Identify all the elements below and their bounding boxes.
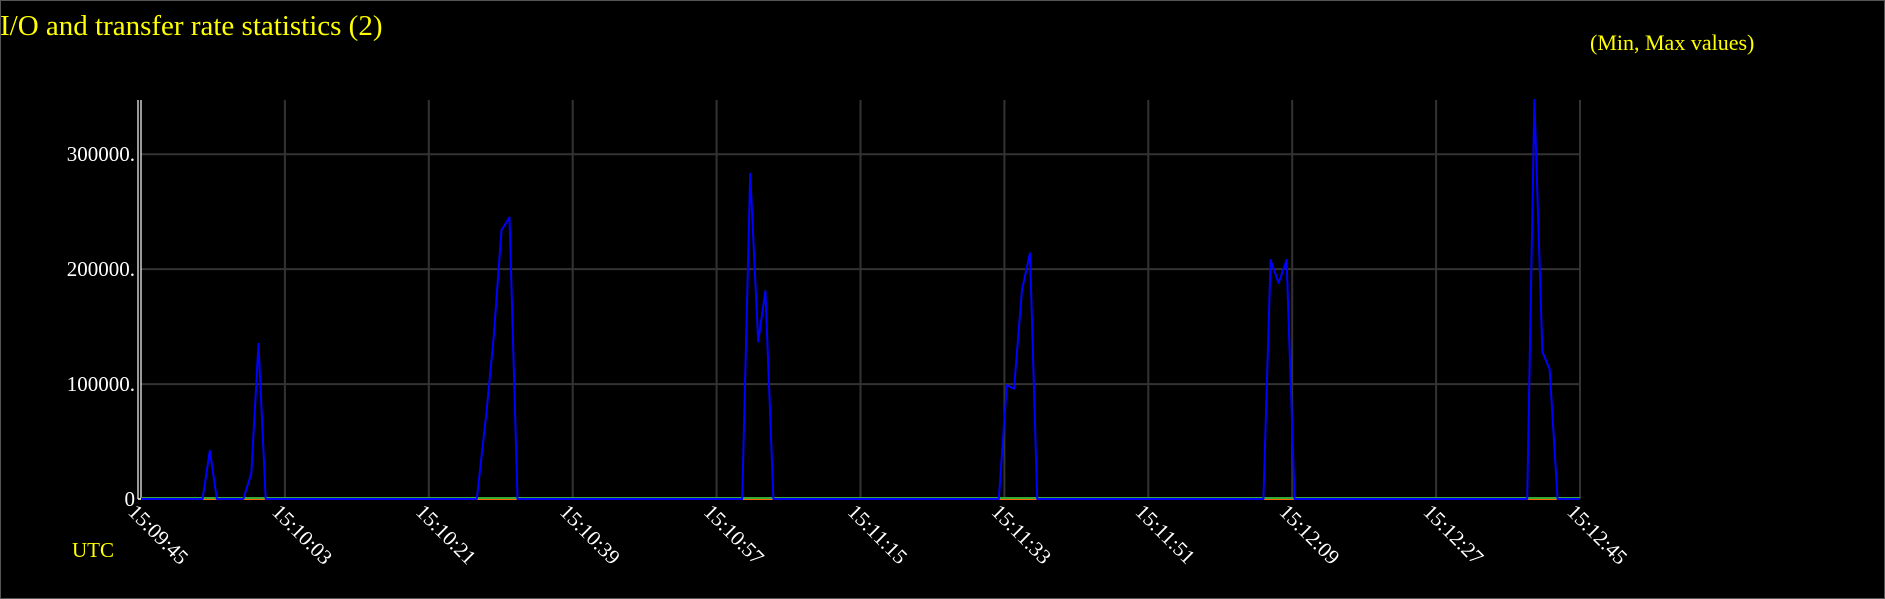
grid-lines (141, 100, 1581, 499)
legend-item-bread: bread/s (0.00, 0.00) (1590, 79, 1754, 103)
series-lines (141, 99, 1580, 500)
x-tick-label: 15:11:15 (843, 500, 912, 569)
x-tick-label: 15:10:39 (555, 500, 625, 570)
x-tick-label: 15:10:57 (699, 500, 769, 570)
x-tick-label: 15:12:27 (1419, 500, 1489, 570)
y-tick-label: 0 (125, 487, 136, 511)
legend-item-bwrtn: bwrtn/s (0.00, 347192.00) (1590, 109, 1809, 133)
y-tick-label: 200000. (67, 257, 135, 281)
chart-title: I/O and transfer rate statistics (2) (0, 10, 383, 42)
x-tick-label: 15:11:51 (1131, 500, 1200, 569)
y-tick-label: 300000. (67, 142, 135, 166)
x-tick-label: 15:10:21 (411, 500, 481, 570)
series-line-bwrtn-s (141, 99, 1580, 500)
x-tick-label: 15:11:33 (987, 500, 1056, 569)
x-axis-ticks: 15:09:45 15:10:03 15:10:21 15:10:39 15:10:57… (123, 500, 1632, 570)
axes (137, 100, 1580, 500)
x-tick-label: 15:12:45 (1562, 500, 1632, 570)
x-tick-label: 15:10:03 (267, 500, 337, 570)
x-tick-label: 15:09:45 (123, 500, 193, 570)
y-axis-ticks: 0 100000. 200000. 300000. (67, 142, 135, 511)
y-tick-label: 100000. (67, 372, 135, 396)
timezone-label: UTC (72, 538, 114, 562)
x-tick-label: 15:12:09 (1275, 500, 1345, 570)
legend-heading: (Min, Max values) (1590, 30, 1755, 55)
legend-item-bdscd: bdscd/s (0.00, 0.00) (1590, 140, 1757, 164)
